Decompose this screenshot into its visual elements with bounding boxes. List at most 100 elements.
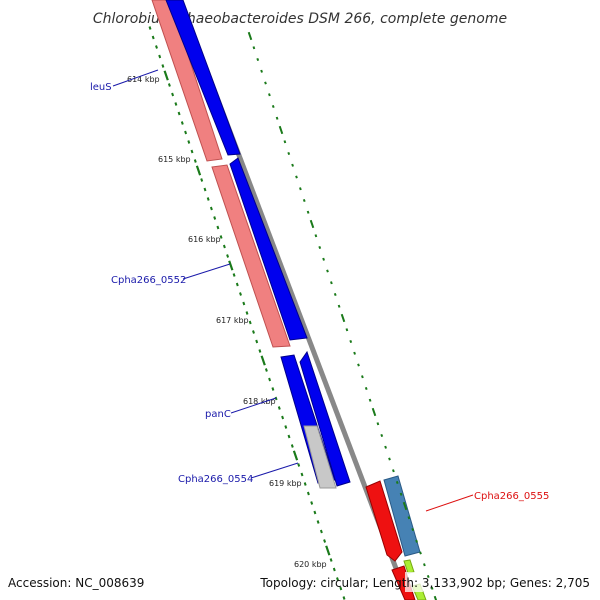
outer-tick <box>264 81 267 85</box>
outer-tick <box>283 140 287 144</box>
pink-feature-1[interactable] <box>151 0 223 162</box>
ruler-tick <box>242 301 246 306</box>
ruler-tick <box>206 197 210 201</box>
ruler-tick <box>319 529 323 534</box>
outer-tick <box>247 31 253 41</box>
outer-tick <box>302 198 306 203</box>
pink-feature-2[interactable] <box>211 164 291 348</box>
blue-feature-3[interactable] <box>299 350 351 487</box>
ruler-tick <box>184 130 188 135</box>
ruler-tick <box>290 444 294 448</box>
ruler-label-617: 617 kbp <box>216 316 249 325</box>
ruler-tick <box>248 320 252 325</box>
outer-tick <box>275 116 279 120</box>
ruler-tick <box>195 165 202 176</box>
outer-tick <box>392 469 395 473</box>
outer-tick <box>306 210 310 214</box>
ruler-tick <box>148 26 152 30</box>
ruler-tick <box>190 149 194 154</box>
outer-tick <box>411 527 415 532</box>
ruler-tick <box>336 577 339 581</box>
outer-tick <box>314 234 318 238</box>
ruler-tick <box>287 434 291 439</box>
gene-label-Cpha266_0555[interactable]: Cpha266_0555 <box>474 491 549 502</box>
ruler-label-615: 615 kbp <box>158 155 191 164</box>
ruler-tick <box>300 472 304 477</box>
ruler-tick <box>193 159 197 163</box>
ruler-tick <box>163 70 169 81</box>
ruler-label-618: 618 kbp <box>243 397 276 406</box>
ruler-tick <box>245 311 249 315</box>
outer-tick <box>309 219 315 229</box>
outer-tick <box>278 125 284 135</box>
ruler-tick <box>339 586 343 591</box>
ruler-tick <box>155 45 158 49</box>
ruler-tick <box>316 520 320 524</box>
outer-tick <box>368 398 372 402</box>
leader-Cpha266_0552 <box>182 263 231 280</box>
outer-tick <box>337 304 341 308</box>
outer-tick <box>333 292 337 297</box>
leader-leuS <box>112 69 159 87</box>
ruler-tick <box>226 254 230 258</box>
ruler-tick <box>323 539 327 543</box>
blue-feature-1[interactable] <box>165 0 241 156</box>
ruler-tick <box>303 482 307 486</box>
ruler-tick <box>255 339 259 344</box>
gene-label-Cpha266_0554[interactable]: Cpha266_0554 <box>178 474 253 485</box>
ruler-tick <box>329 558 333 562</box>
outer-tick <box>340 313 346 323</box>
outer-tick <box>384 445 387 449</box>
outer-tick <box>299 187 302 191</box>
ruler-ticks <box>148 26 346 600</box>
ruler-label-619: 619 kbp <box>269 479 302 488</box>
ruler-tick <box>260 355 266 366</box>
gene-label-Cpha266_0552[interactable]: Cpha266_0552 <box>111 275 186 286</box>
ruler-tick <box>235 282 239 287</box>
blue-feature-2[interactable] <box>229 157 308 341</box>
outer-dotted-track <box>247 31 438 600</box>
outer-tick <box>423 563 426 567</box>
ruler-tick <box>258 349 262 353</box>
outer-tick <box>419 551 422 555</box>
ruler-tick <box>310 501 314 505</box>
outer-tick <box>415 539 418 543</box>
ruler-tick <box>174 102 178 106</box>
outer-tick <box>349 339 353 344</box>
outer-tick <box>426 574 430 579</box>
ruler-tick <box>158 54 162 59</box>
outer-tick <box>330 281 333 285</box>
outer-tick <box>318 245 322 250</box>
ruler-tick <box>203 187 207 192</box>
ruler-tick <box>342 596 346 600</box>
ruler-tick <box>284 425 288 429</box>
outer-tick <box>395 480 399 485</box>
ruler-label-614: 614 kbp <box>127 75 160 84</box>
outer-tick <box>345 328 349 332</box>
outer-tick <box>388 457 391 461</box>
outer-tick <box>364 386 368 391</box>
ruler-tick <box>209 206 213 211</box>
outer-tick <box>252 46 256 50</box>
ruler-tick <box>281 415 285 420</box>
outer-tick <box>291 163 294 167</box>
ruler-tick <box>277 406 281 410</box>
ruler-tick <box>213 216 217 220</box>
red-feature[interactable] <box>365 480 403 562</box>
leader-panC <box>230 397 277 414</box>
gene-label-leuS[interactable]: leuS <box>90 82 112 93</box>
ruler-tick <box>167 83 171 87</box>
ruler-tick <box>177 111 181 116</box>
footer-backdrop <box>405 572 423 592</box>
outer-tick <box>380 433 384 438</box>
ruler-tick <box>180 121 184 125</box>
ruler-tick <box>171 92 175 97</box>
outer-tick <box>376 422 380 426</box>
ruler-tick <box>151 35 155 40</box>
gray-feature[interactable] <box>303 425 337 489</box>
ruler-tick <box>252 330 255 334</box>
gene-label-panC[interactable]: panC <box>205 409 231 420</box>
ruler-tick <box>268 377 272 382</box>
ruler-tick <box>187 140 191 144</box>
